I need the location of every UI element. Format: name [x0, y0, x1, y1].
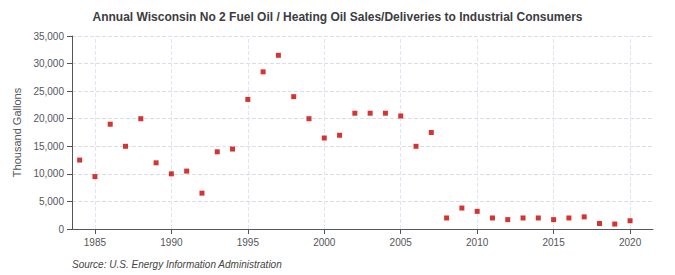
svg-text:2020: 2020 — [619, 237, 642, 248]
svg-text:35,000: 35,000 — [33, 31, 64, 42]
svg-text:Annual Wisconsin No 2 Fuel Oil: Annual Wisconsin No 2 Fuel Oil / Heating… — [92, 10, 582, 24]
svg-text:2000: 2000 — [313, 237, 336, 248]
svg-text:10,000: 10,000 — [33, 168, 64, 179]
svg-text:Source: U.S. Energy Informatio: Source: U.S. Energy Information Administ… — [72, 259, 282, 270]
svg-text:2015: 2015 — [542, 237, 565, 248]
svg-text:5,000: 5,000 — [39, 196, 64, 207]
svg-text:20,000: 20,000 — [33, 113, 64, 124]
svg-text:15,000: 15,000 — [33, 141, 64, 152]
svg-text:30,000: 30,000 — [33, 58, 64, 69]
svg-text:2005: 2005 — [390, 237, 413, 248]
svg-text:0: 0 — [58, 224, 64, 235]
svg-text:25,000: 25,000 — [33, 86, 64, 97]
svg-text:1990: 1990 — [160, 237, 183, 248]
svg-text:1985: 1985 — [84, 237, 107, 248]
svg-text:Thousand Gallons: Thousand Gallons — [11, 87, 23, 177]
svg-text:2010: 2010 — [466, 237, 489, 248]
svg-text:1995: 1995 — [237, 237, 260, 248]
